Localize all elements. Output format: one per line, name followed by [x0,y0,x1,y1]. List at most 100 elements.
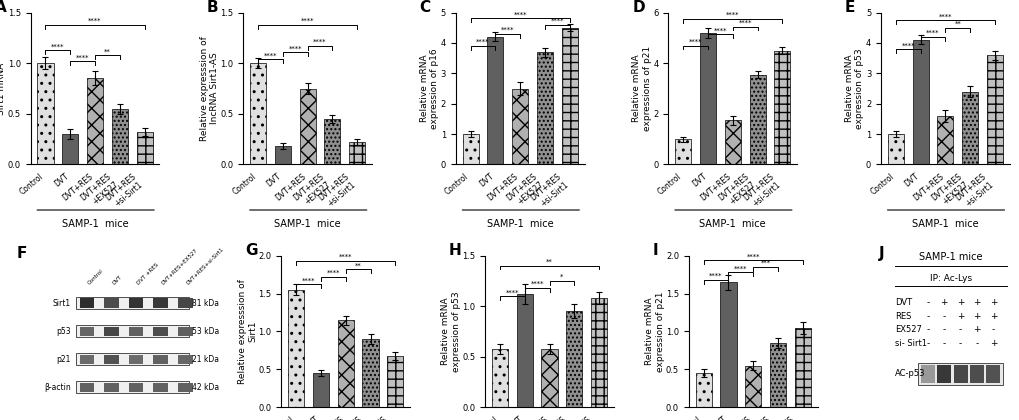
Text: ****: **** [476,39,489,45]
Text: DVT+RES
+si-Sirt1: DVT+RES +si-Sirt1 [954,172,994,210]
Bar [917,363,1002,385]
Bar [387,356,403,407]
Bar [675,139,691,165]
Bar [769,343,786,407]
Text: A: A [0,0,6,16]
Text: ****: **** [302,278,315,284]
Text: **: ** [954,21,960,27]
Text: DVT+RES
+si-Sirt1: DVT+RES +si-Sirt1 [557,415,598,420]
Text: DVT+RES
+EX527: DVT+RES +EX527 [329,415,370,420]
Text: ***: *** [760,260,770,266]
Bar [749,75,765,165]
Text: Control: Control [269,415,296,420]
Bar [517,294,532,407]
Bar [961,92,977,165]
Text: 21 kDa: 21 kDa [193,354,219,364]
Text: p21: p21 [57,354,71,364]
Text: DVT+RES+EX527: DVT+RES+EX527 [161,248,199,286]
Text: SAMP-1  mice: SAMP-1 mice [61,219,128,229]
Text: DVT+RES: DVT+RES [486,172,520,202]
Text: E: E [844,0,854,16]
Bar [300,89,315,165]
Text: DVT+RES: DVT+RES [910,172,945,202]
Text: IP: Ac-Lys: IP: Ac-Lys [929,274,971,283]
Text: DVT: DVT [902,172,920,189]
Bar [178,299,193,307]
Bar [887,134,903,165]
Text: ****: **** [738,20,751,26]
Text: DVT+RES
+EX527: DVT+RES +EX527 [503,172,544,210]
Text: DVT: DVT [690,172,707,189]
Text: B: B [207,0,218,16]
Y-axis label: Relative expression of
Sirt1 mRNA: Relative expression of Sirt1 mRNA [0,38,6,139]
Bar [773,50,790,165]
Text: ****: **** [326,270,339,276]
Text: DVT: DVT [710,415,728,420]
Bar [153,383,168,392]
Text: DVT: DVT [303,415,321,420]
Text: ****: **** [901,42,914,48]
Text: **: ** [355,262,361,268]
Text: -: - [925,326,928,334]
Bar [985,365,1000,383]
Text: **: ** [545,259,552,265]
Text: DVT+RES
+si-Sirt1: DVT+RES +si-Sirt1 [761,415,802,420]
Text: ****: **** [313,39,326,45]
Bar [362,339,378,407]
Text: -: - [925,339,928,348]
Text: Control: Control [868,172,895,197]
Bar [76,325,189,337]
Text: DVT: DVT [265,172,282,189]
Text: SAMP-1  mice: SAMP-1 mice [274,219,340,229]
Text: ****: **** [746,253,759,259]
Text: -: - [925,312,928,321]
Text: AC-p53: AC-p53 [894,370,924,378]
Text: C: C [419,0,430,16]
Text: +: + [988,298,997,307]
Bar [590,298,606,407]
Y-axis label: Relative expresssion of
Sirt1: Relative expresssion of Sirt1 [237,279,257,384]
Bar [287,290,304,407]
Text: Control: Control [443,172,470,197]
Bar [128,327,144,336]
Text: ****: **** [713,27,727,33]
Text: +: + [972,326,979,334]
Text: ****: **** [513,11,527,17]
Bar [953,365,967,383]
Bar [348,142,365,165]
Bar [986,55,1002,165]
Text: DVT+RES: DVT+RES [698,172,732,202]
Bar [745,366,760,407]
Text: DVT: DVT [506,415,524,420]
Bar [38,63,53,165]
Bar [561,28,577,165]
Text: -: - [925,298,928,307]
Text: DVT: DVT [111,275,122,286]
Text: DVT+RES
+si-Sirt1: DVT+RES +si-Sirt1 [104,172,145,210]
Text: +: + [972,298,979,307]
Text: +: + [956,298,963,307]
Bar [512,89,528,165]
Bar [566,311,582,407]
Text: D: D [632,0,644,16]
Text: ****: **** [550,18,564,24]
Text: Control: Control [18,172,46,197]
Text: ****: **** [75,55,90,60]
Text: β-actin: β-actin [44,383,71,392]
Text: DVT+RES
+EX527: DVT+RES +EX527 [716,172,757,210]
Text: ****: **** [530,281,543,287]
Bar [463,134,478,165]
Text: ****: **** [688,39,702,45]
Text: -: - [942,339,945,348]
Bar [153,299,168,307]
Text: si- Sirt1: si- Sirt1 [894,339,926,348]
Text: +: + [972,312,979,321]
Bar [137,132,153,165]
Text: ****: **** [925,30,938,36]
Text: ****: **** [937,13,951,19]
Text: DVT+RES: DVT+RES [273,172,308,202]
Bar [178,327,193,336]
Text: p53: p53 [56,327,71,336]
Text: ****: **** [51,43,64,49]
Bar [725,120,740,165]
